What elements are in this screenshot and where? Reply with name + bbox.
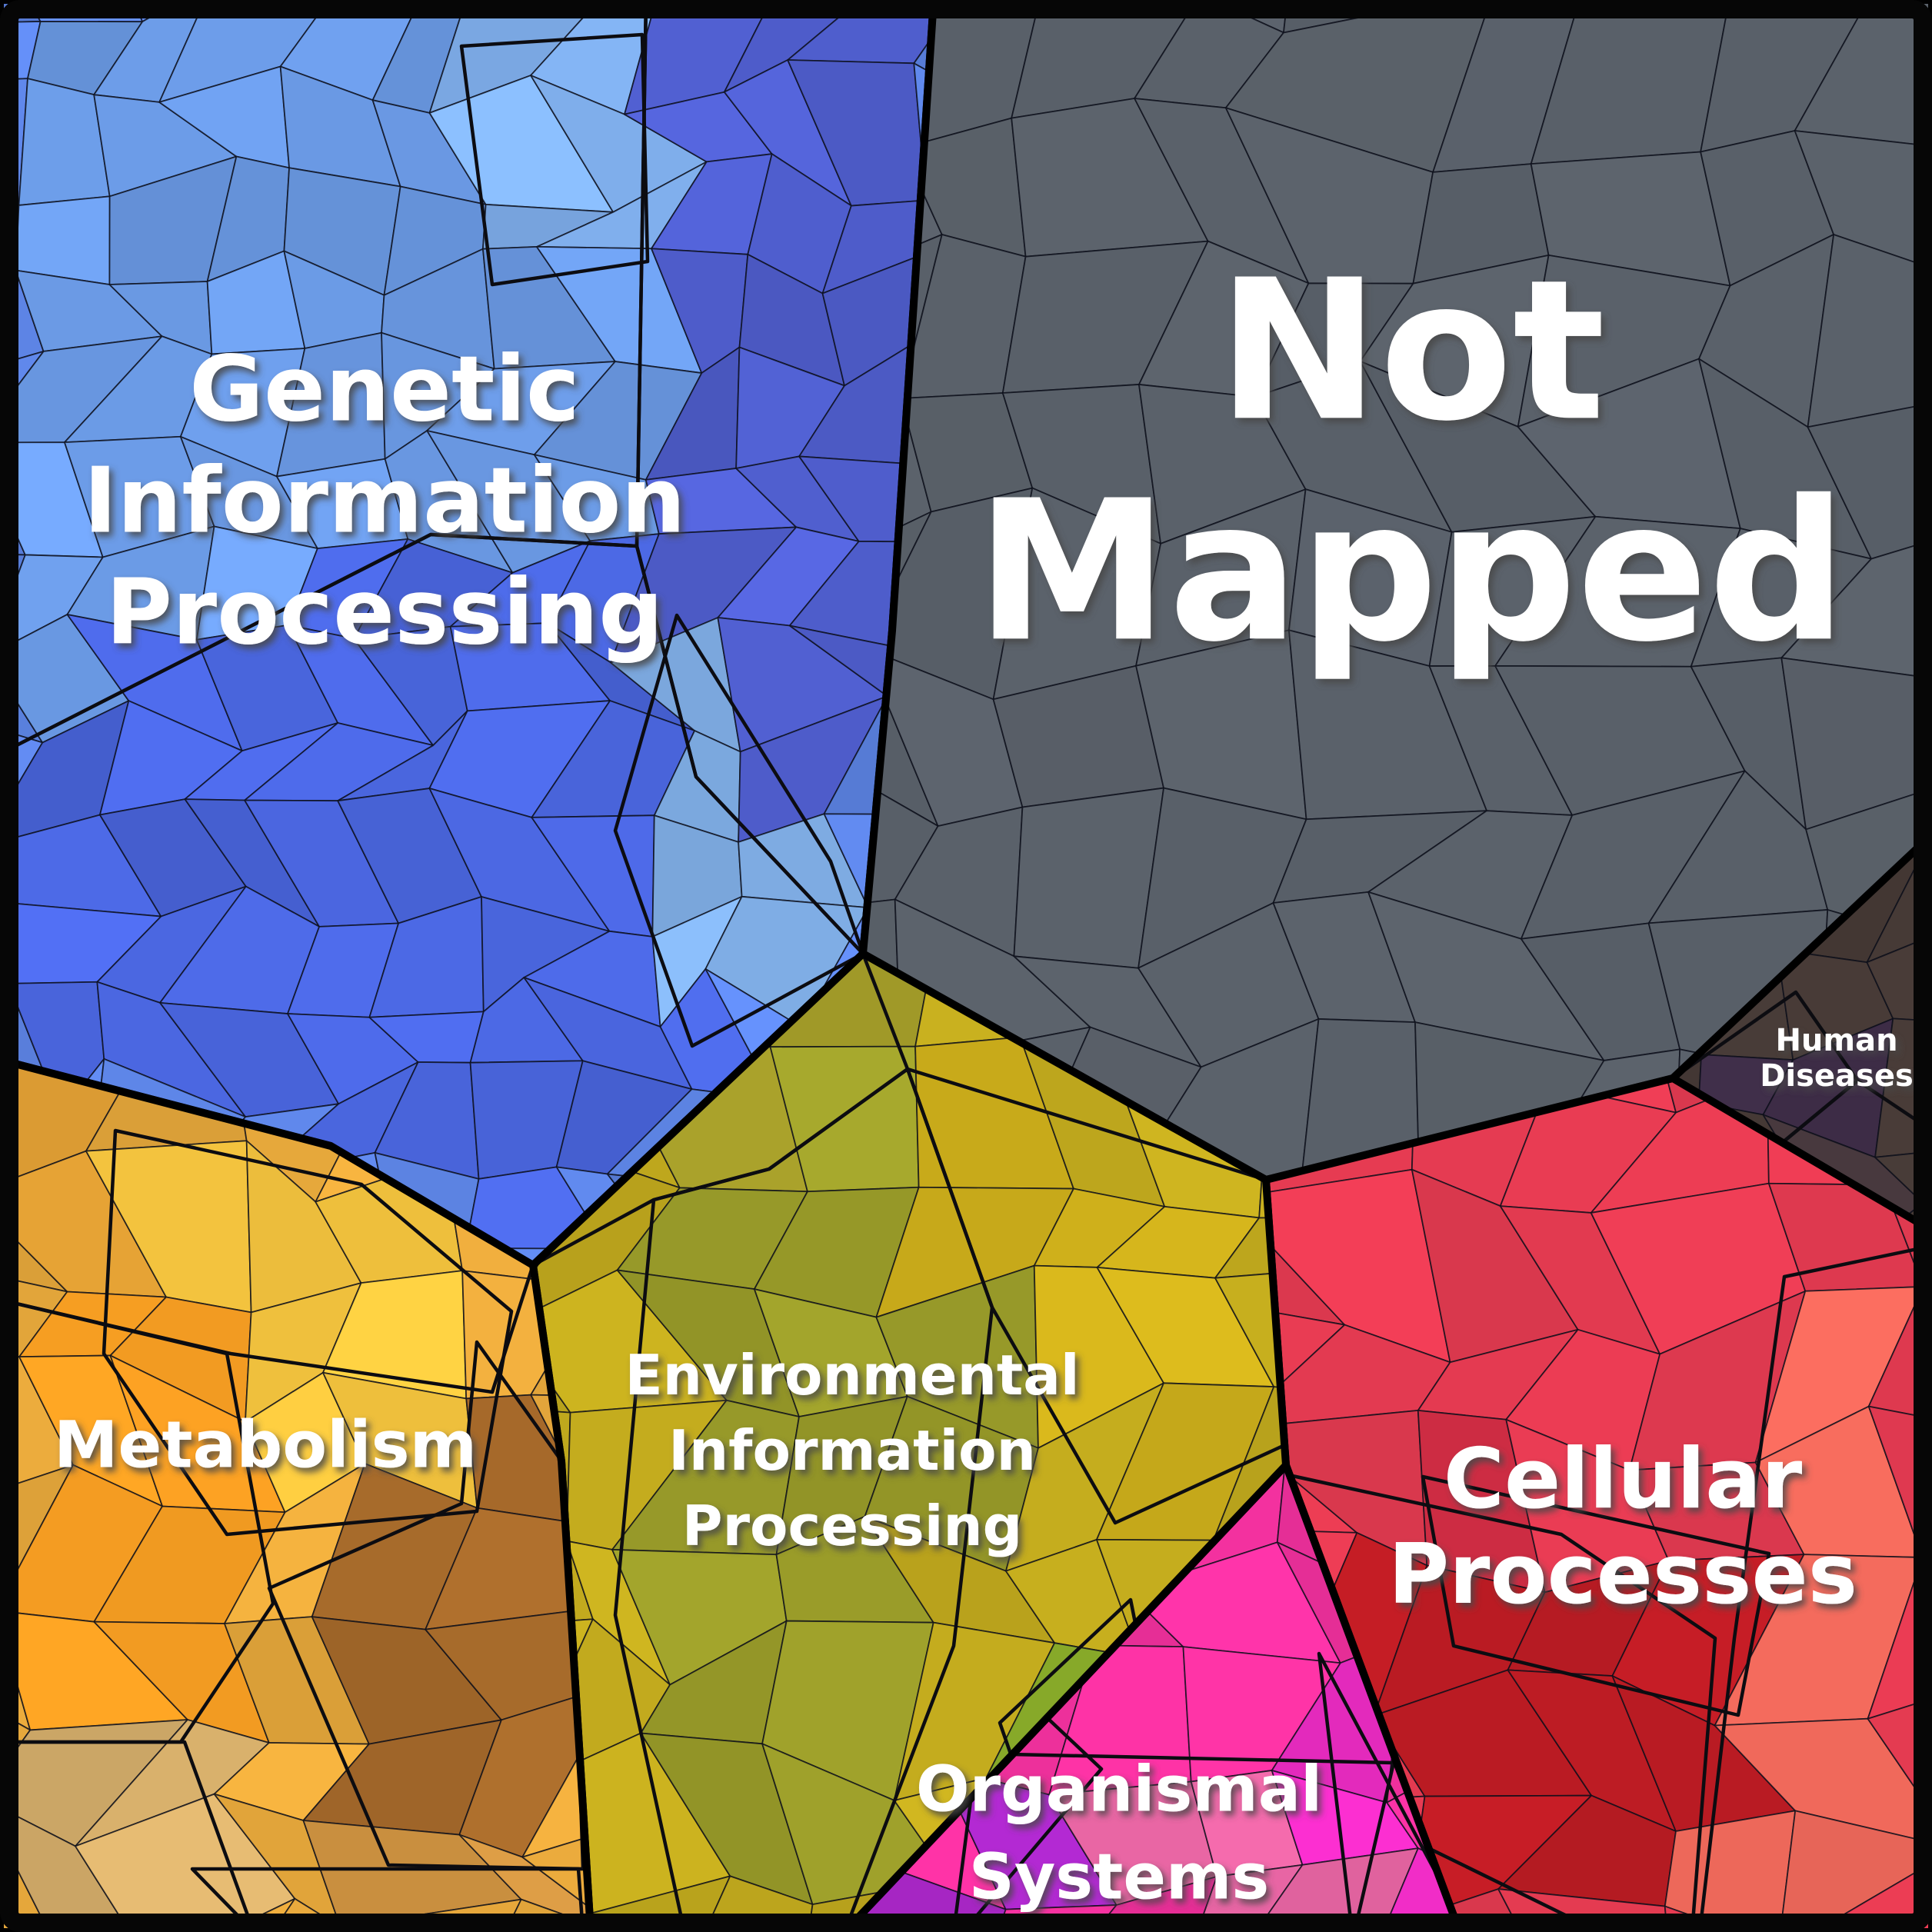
treemap-cell	[1024, 1876, 1218, 1932]
treemap-cell	[1497, 1888, 1680, 1932]
treemap-cell	[1874, 1018, 1932, 1158]
not-mapped-label-line: Not	[1217, 238, 1606, 464]
treemap-cell	[521, 1682, 591, 1858]
cellular-processes-label-line: Processes	[1388, 1527, 1857, 1623]
organismal-systems-label-line: Systems	[969, 1841, 1269, 1914]
cellular-processes-label-line: Cellular	[1444, 1431, 1803, 1527]
metabolism-label: Metabolism	[54, 1407, 477, 1482]
treemap-cell	[1266, 1294, 1346, 1438]
treemap-cell	[979, 1904, 1118, 1932]
not-mapped-label-line: Mapped	[976, 459, 1847, 685]
treemap-cell	[1867, 1405, 1932, 1558]
treemap-cell	[1867, 1552, 1932, 1720]
metabolism-label-line: Metabolism	[54, 1407, 477, 1482]
treemap-cell	[1013, 787, 1164, 969]
treemap-cell	[1866, 915, 1932, 1028]
cellular-processes-label: Cellular Processes	[1388, 1431, 1857, 1623]
organismal-systems-label: Organismal Systems	[916, 1754, 1322, 1914]
treemap-cell	[1714, 1717, 1932, 1850]
treemap-cell	[1840, 1766, 1932, 1921]
treemap-cell	[1867, 1286, 1932, 1438]
genetic-information-processing-label-line: Information	[83, 447, 685, 553]
environmental-information-processing-label-line: Environmental	[625, 1343, 1079, 1407]
treemap-cell	[821, 199, 934, 295]
region-border-metabolism	[0, 1056, 595, 1932]
environmental-information-processing-label-line: Information	[668, 1418, 1036, 1483]
human-diseases-label: Human Diseases	[1760, 1023, 1914, 1094]
treemap-cell	[1807, 398, 1932, 560]
genetic-information-processing-label-line: Genetic	[189, 335, 580, 441]
genetic-information-processing-label: Genetic Information Processing	[83, 335, 685, 665]
treemap-cell	[1780, 657, 1932, 831]
treemap-cell	[15, 195, 111, 285]
treemap-cell	[1874, 1143, 1932, 1220]
genetic-information-processing-label-line: Processing	[105, 558, 663, 665]
human-diseases-label-line: Diseases	[1760, 1058, 1914, 1094]
not-mapped-label: Not Mapped	[976, 238, 1847, 685]
environmental-information-processing-label-line: Processing	[682, 1494, 1022, 1558]
environmental-information-processing-label: Environmental Information Processing	[625, 1343, 1079, 1558]
treemap-cell	[1794, 130, 1932, 271]
human-diseases-label-line: Human	[1775, 1023, 1897, 1058]
organismal-systems-label-line: Organismal	[916, 1754, 1322, 1827]
region-not-mapped	[863, 0, 1932, 1180]
